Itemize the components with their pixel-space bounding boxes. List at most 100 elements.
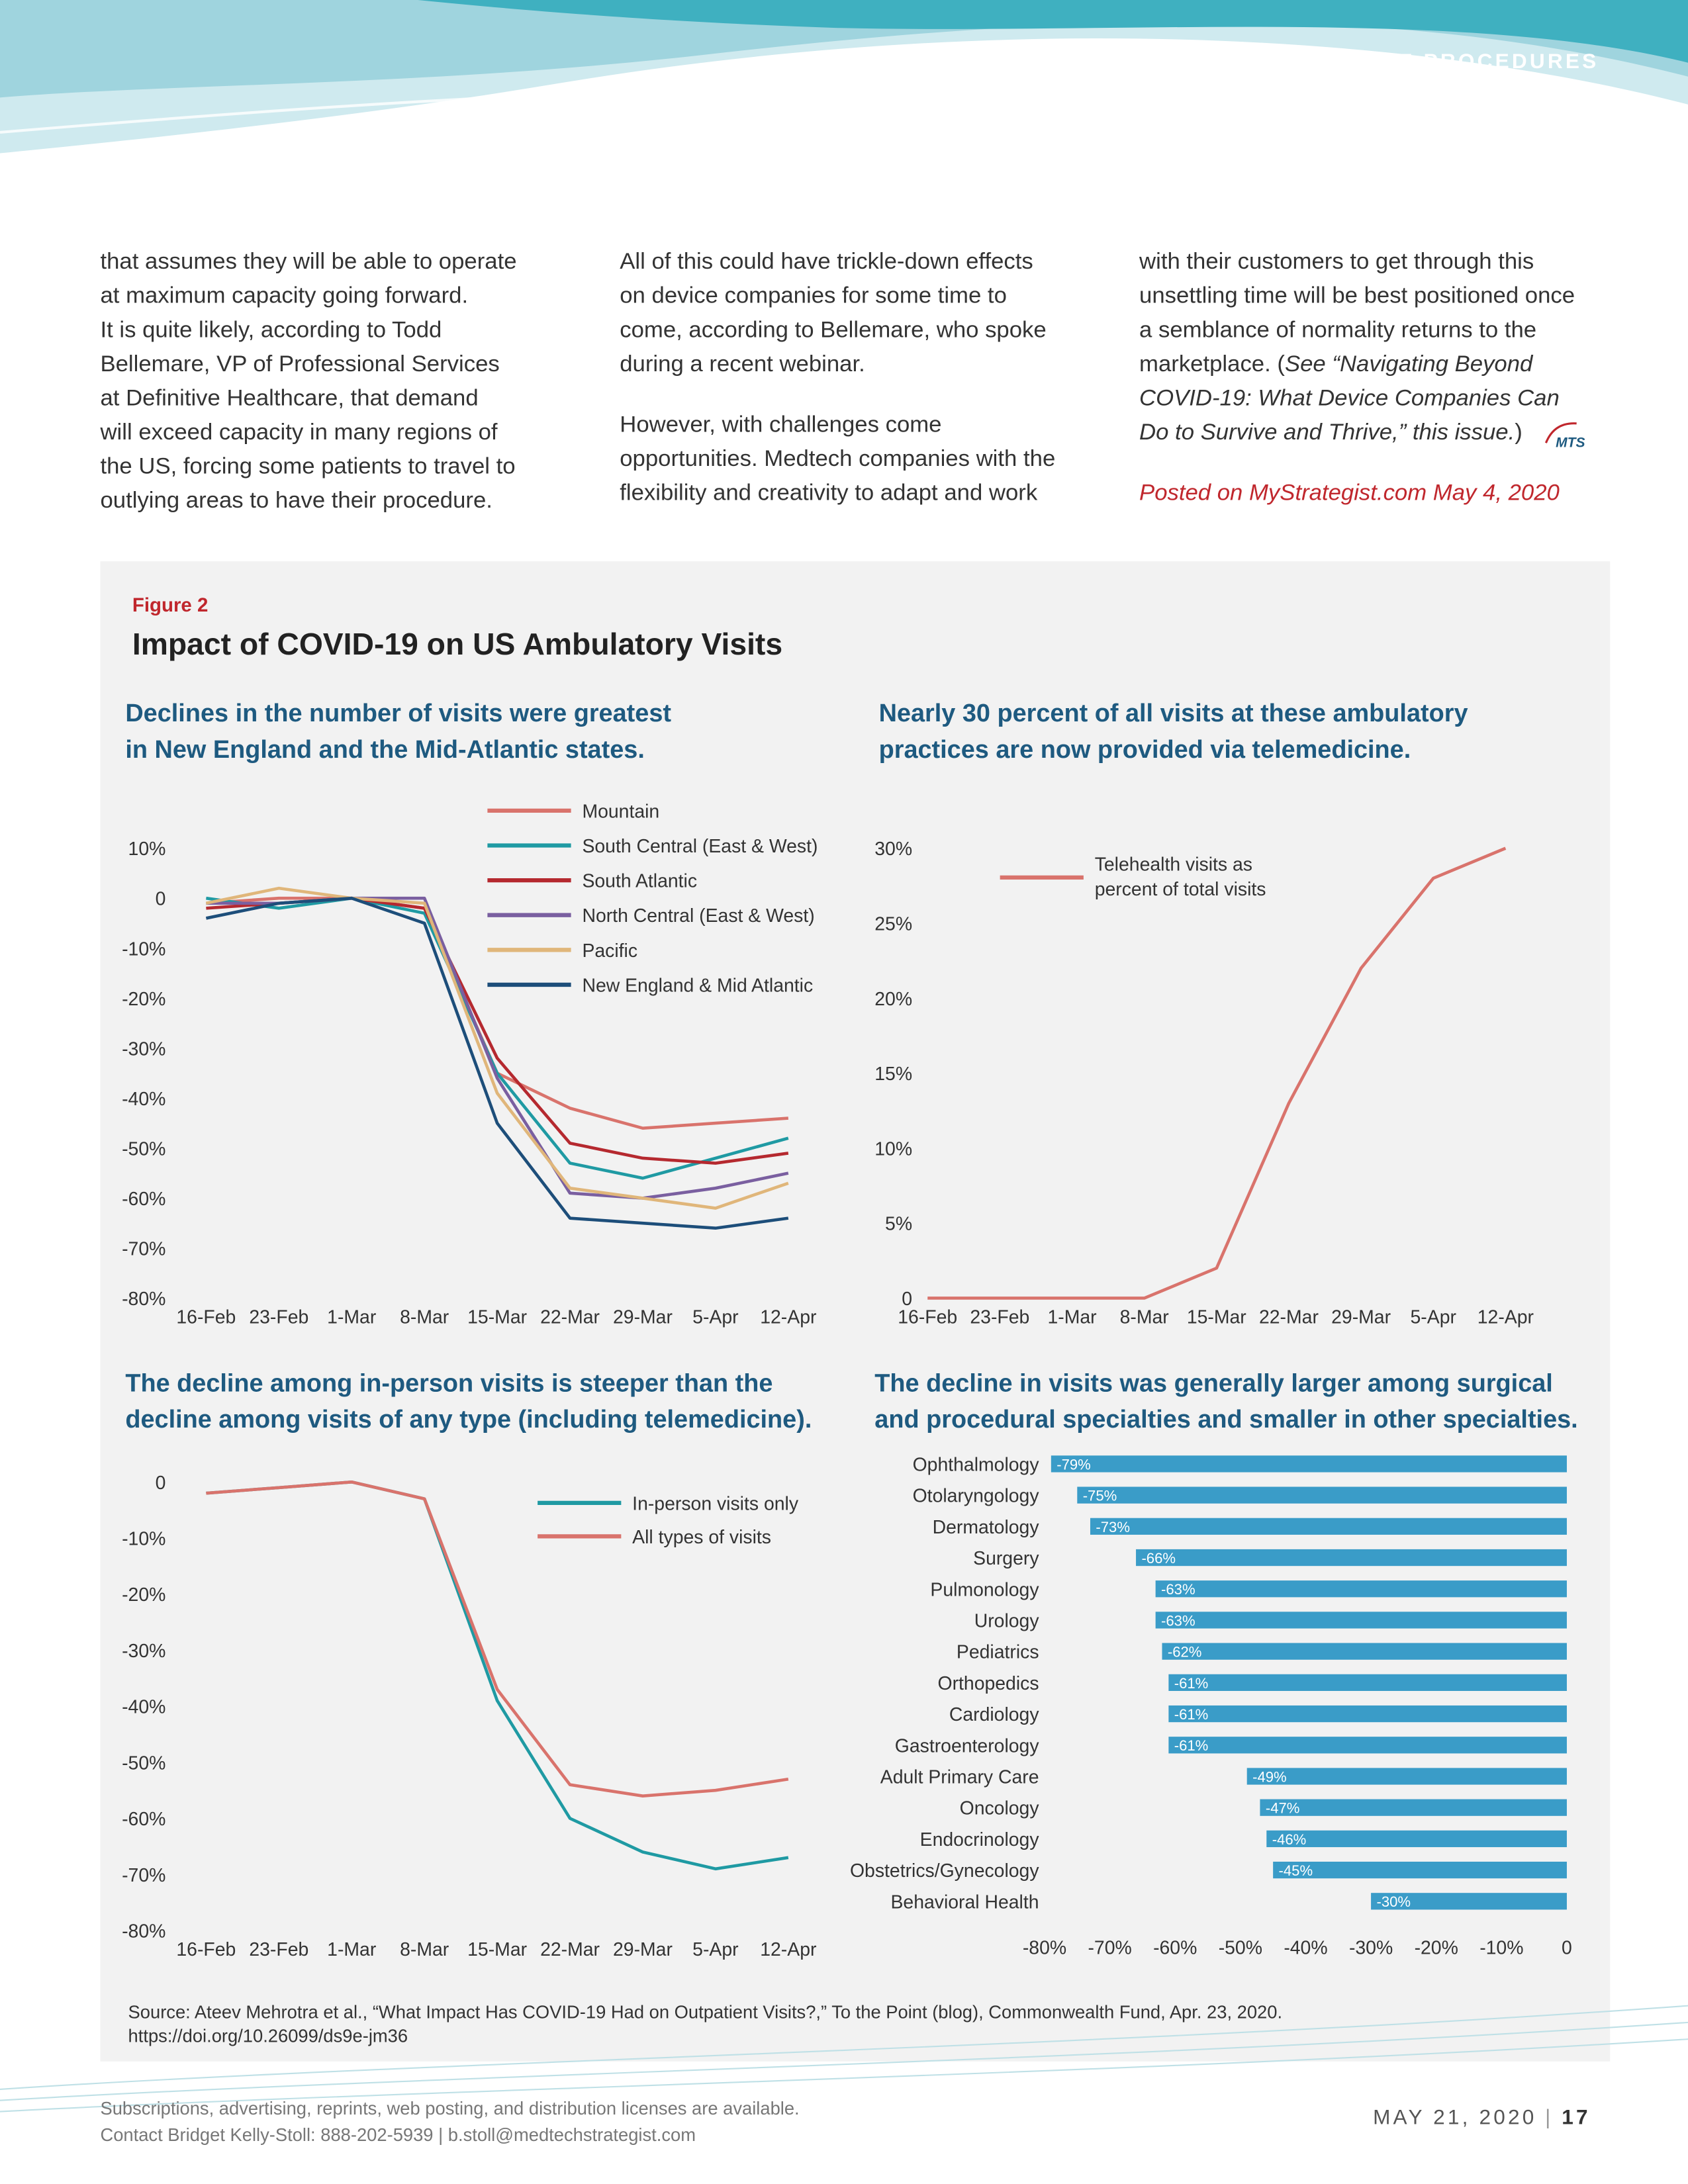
category-label: Oncology [960,1798,1040,1819]
x-tick-label: 22-Mar [540,1306,600,1328]
body-line: Bellemare, VP of Professional Services [100,351,499,377]
figure-title: Impact of COVID-19 on US Ambulatory Visi… [132,627,782,661]
body-line: the US, forcing some patients to travel … [100,454,515,479]
bar [1260,1799,1567,1816]
x-tick-label: 16-Feb [176,1306,236,1328]
chart-subtitle: in New England and the Mid-Atlantic stat… [125,736,644,764]
legend-label: New England & Mid Atlantic [582,975,813,996]
x-tick-label: -50% [1219,1938,1262,1959]
body-line: come, according to Bellemare, who spoke [620,317,1046,342]
x-tick-label: 16-Feb [176,1939,236,1960]
x-tick-label: 22-Mar [1259,1306,1319,1328]
body-line: at Definitive Healthcare, that demand [100,385,478,410]
x-tick-label: 0 [1562,1938,1572,1959]
y-tick-label: -10% [122,938,165,960]
y-tick-label: 5% [885,1214,912,1235]
y-tick-label: -70% [122,1238,165,1259]
bar [1246,1768,1567,1785]
legend-label: All types of visits [632,1527,771,1548]
value-label: -30% [1377,1893,1411,1910]
y-tick-label: 0 [902,1289,912,1310]
chart-subtitle: decline among visits of any type (includ… [125,1406,812,1433]
category-label: Pediatrics [957,1642,1039,1663]
text-run: ) [1515,420,1523,445]
category-label: Pulmonology [930,1579,1039,1600]
logo: MTS [1544,422,1585,451]
y-tick-label: 10% [874,1138,912,1160]
value-label: -79% [1056,1456,1091,1473]
bar [1136,1549,1567,1567]
body-line: that assumes they will be able to operat… [100,249,516,274]
y-tick-label: -60% [122,1189,165,1210]
header-wave [0,83,1688,134]
x-tick-label: -80% [1023,1938,1066,1959]
y-tick-label: -80% [122,1921,165,1942]
category-label: Dermatology [933,1517,1040,1538]
footer-wave [0,2021,1688,2101]
text-run: COVID-19: What Device Companies Can [1139,385,1560,410]
x-tick-label: 12-Apr [760,1939,816,1960]
y-tick-label: 30% [874,839,912,860]
x-tick-label: 15-Mar [467,1306,527,1328]
bar [1266,1830,1567,1848]
y-tick-label: -80% [122,1289,165,1310]
y-tick-label: -70% [122,1865,165,1886]
body-line: will exceed capacity in many regions of [99,420,497,445]
x-tick-label: 12-Apr [760,1306,816,1328]
y-tick-label: -20% [122,989,165,1010]
category-label: Gastroenterology [895,1735,1040,1756]
value-label: -63% [1161,1612,1196,1629]
line-series [205,896,789,1230]
y-tick-label: -30% [122,1641,165,1662]
body-line: on device companies for some time to [620,283,1007,308]
category-label: Behavioral Health [890,1891,1039,1913]
category-label: Ophthalmology [913,1454,1040,1475]
footer-waves [0,2005,1688,2113]
text-run: marketplace. ( [1139,351,1285,377]
legend-label-line: Telehealth visits as [1095,854,1252,875]
body-line: flexibility and creativity to adapt and … [620,480,1038,506]
line-series [205,886,789,1210]
legend-label: Telehealth visits as percent of total vis… [1095,854,1266,900]
y-tick-label: -60% [122,1809,165,1830]
value-label: -45% [1279,1862,1313,1879]
logo-text: MTS [1556,435,1585,451]
logo-arc [1544,422,1577,443]
chart-subtitle: practices are now provided via telemedic… [879,736,1411,764]
footer-wave [0,2038,1688,2113]
category-label: Orthopedics [937,1673,1039,1694]
y-tick-label: -40% [122,1697,165,1718]
footer-date: MAY 21, 2020 | 17 [1373,2105,1591,2128]
y-tick-label: -40% [122,1089,165,1110]
value-label: -63% [1161,1581,1196,1598]
legend-label: Pacific [582,940,637,962]
chart-subtitle: Declines in the number of visits were gr… [125,700,671,727]
chart-subtitle: The decline among in-person visits is st… [125,1369,773,1397]
body-line: with their customers to get through this [1139,249,1534,274]
value-label: -66% [1141,1550,1176,1567]
x-tick-label: -40% [1284,1938,1327,1959]
bar [1168,1674,1567,1691]
body-line: All of this could have trickle-down effe… [620,249,1033,274]
x-tick-label: 23-Feb [249,1939,308,1960]
chart-subtitle: and procedural specialties and smaller i… [874,1406,1577,1433]
body-line: during a recent webinar. [620,351,865,377]
separator: | [1545,2105,1553,2128]
chart: The decline among in-person visits is st… [122,1369,816,1960]
bar [1090,1518,1567,1535]
y-tick-label: 10% [128,839,166,860]
x-tick-label: 15-Mar [1187,1306,1246,1328]
x-tick-label: 12-Apr [1477,1306,1534,1328]
x-tick-label: 29-Mar [1331,1306,1391,1328]
x-tick-label: -10% [1479,1938,1523,1959]
body-line: unsettling time will be best positioned … [1139,283,1575,308]
category-label: Endocrinology [920,1829,1040,1850]
chart: Nearly 30 percent of all visits at these… [874,700,1534,1328]
bar [1273,1861,1567,1879]
body-line: opportunities. Medtech companies with th… [620,446,1055,471]
y-tick-label: 20% [874,989,912,1010]
figure-label: Figure 2 [132,594,208,616]
bar [1077,1486,1567,1504]
body-line: However, with challenges come [620,412,941,437]
